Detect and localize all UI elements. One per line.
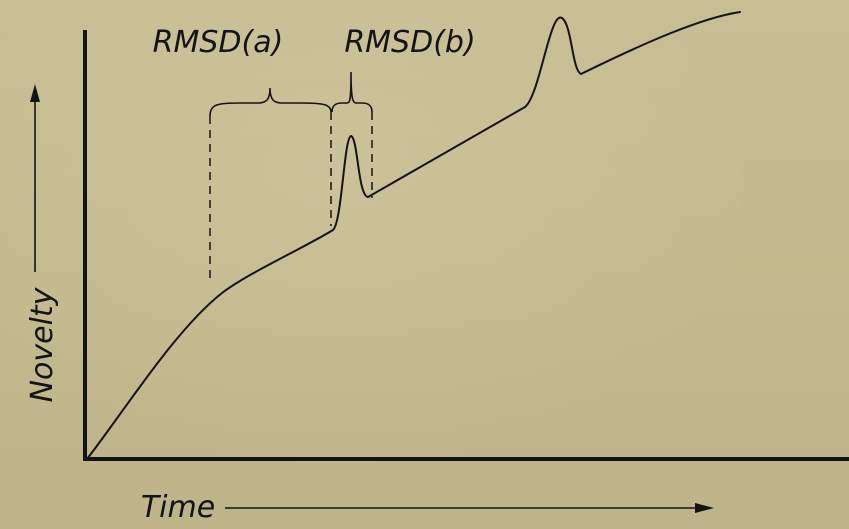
x-axis-label: Time: [141, 490, 215, 525]
y-axis-arrowhead-icon: [30, 84, 40, 102]
rmsd-b-label: RMSD(b): [344, 25, 475, 60]
y-axis-label: Novelty: [25, 286, 60, 402]
rmsd-b-brace: [331, 71, 373, 113]
rmsd-a-label: RMSD(a): [153, 25, 284, 60]
novelty-curve: [86, 11, 741, 460]
rmsd-a-brace: [209, 87, 332, 117]
x-axis-arrowhead-icon: [695, 503, 714, 513]
